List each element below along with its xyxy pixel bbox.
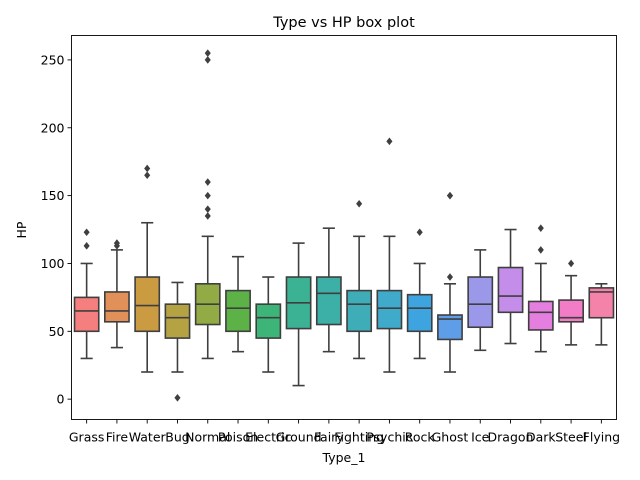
- outlier-point: [568, 259, 575, 268]
- y-axis: 0 50 100 150 200 250: [41, 52, 72, 407]
- outlier-point: [204, 56, 211, 64]
- x-tick-label: Ground: [276, 430, 322, 445]
- outlier-point: [204, 49, 211, 57]
- outlier-point: [416, 228, 423, 237]
- box-group-bug: [164, 281, 191, 402]
- box-group-water: [134, 164, 161, 373]
- plot-frame: [71, 35, 617, 420]
- box-group-normal: [194, 49, 221, 360]
- outlier-point: [356, 199, 363, 208]
- box: [497, 266, 524, 314]
- box: [73, 296, 100, 333]
- box-group-ground: [285, 242, 312, 387]
- box: [104, 291, 130, 323]
- outlier-point: [537, 224, 544, 232]
- box: [225, 289, 251, 333]
- outlier-point: [144, 164, 151, 173]
- outlier-point: [83, 242, 90, 250]
- outlier-point: [446, 273, 454, 281]
- x-tick-label: Fighting: [334, 430, 384, 445]
- box-group-psychic: [376, 137, 403, 373]
- box-group-dark: [527, 224, 554, 353]
- y-axis-label: HP: [14, 221, 29, 238]
- chart-title: Type vs HP box plot: [272, 15, 415, 31]
- box-group-fire: [104, 239, 130, 349]
- box-group-grass: [73, 228, 100, 360]
- x-tick-label: Flying: [583, 430, 620, 445]
- outlier-point: [174, 393, 181, 402]
- box-group-poison: [225, 255, 251, 353]
- box-group-ice: [467, 249, 494, 352]
- y-tick-label: 50: [49, 324, 65, 339]
- y-tick-label: 200: [41, 120, 65, 135]
- outlier-point: [204, 191, 211, 200]
- box: [527, 300, 554, 331]
- box: [467, 276, 494, 329]
- box-group-ghost: [437, 191, 463, 373]
- x-tick-label: Psychic: [366, 430, 412, 445]
- x-tick-label: Water: [129, 430, 167, 445]
- outlier-point: [537, 246, 544, 254]
- x-tick-label: Bug: [165, 430, 189, 445]
- x-tick-label: Electric: [245, 430, 291, 445]
- box: [376, 289, 403, 330]
- y-tick-label: 100: [41, 256, 65, 271]
- y-tick-label: 250: [41, 52, 65, 67]
- outlier-point: [113, 239, 120, 247]
- box-group-fairy: [315, 227, 342, 353]
- x-tick-label: Fairy: [314, 430, 344, 445]
- outlier-point: [446, 191, 454, 200]
- x-tick-label: Rock: [405, 430, 436, 445]
- outlier-point: [204, 205, 211, 213]
- box-group-rock: [406, 228, 433, 360]
- outlier-point: [386, 137, 393, 146]
- x-tick-label: Poison: [218, 430, 258, 445]
- box: [346, 289, 373, 333]
- box: [255, 303, 282, 339]
- box: [558, 299, 584, 323]
- outlier-point: [204, 178, 211, 186]
- x-tick-label: Ice: [471, 430, 490, 445]
- box-group-steel: [558, 259, 584, 346]
- x-tick-label: Fire: [106, 430, 129, 445]
- outlier-point: [204, 212, 211, 220]
- box: [406, 293, 433, 333]
- box: [134, 276, 161, 333]
- x-tick-label: Dark: [526, 430, 556, 445]
- x-tick-label: Steel: [555, 430, 587, 445]
- x-tick-label: Grass: [69, 430, 105, 445]
- x-tick-label: Ghost: [432, 430, 469, 445]
- box: [588, 287, 615, 319]
- x-tick-label: Dragon: [488, 430, 534, 445]
- x-axis: Grass Fire Water BugNormalPoisonElectricGro…: [69, 419, 620, 445]
- box-group-electric: [255, 276, 282, 373]
- x-axis-label: Type_1: [322, 450, 366, 465]
- box-group-fighting: [346, 199, 373, 360]
- box: [164, 303, 191, 339]
- box-group-flying: [588, 283, 615, 346]
- box: [315, 276, 342, 326]
- box-group-dragon: [497, 228, 524, 345]
- outlier-point: [83, 228, 90, 237]
- plot-area: [73, 49, 615, 402]
- x-tick-label: Normal: [185, 430, 230, 445]
- y-tick-label: 150: [41, 188, 65, 203]
- outlier-point: [144, 171, 151, 180]
- y-tick-label: 0: [57, 392, 65, 407]
